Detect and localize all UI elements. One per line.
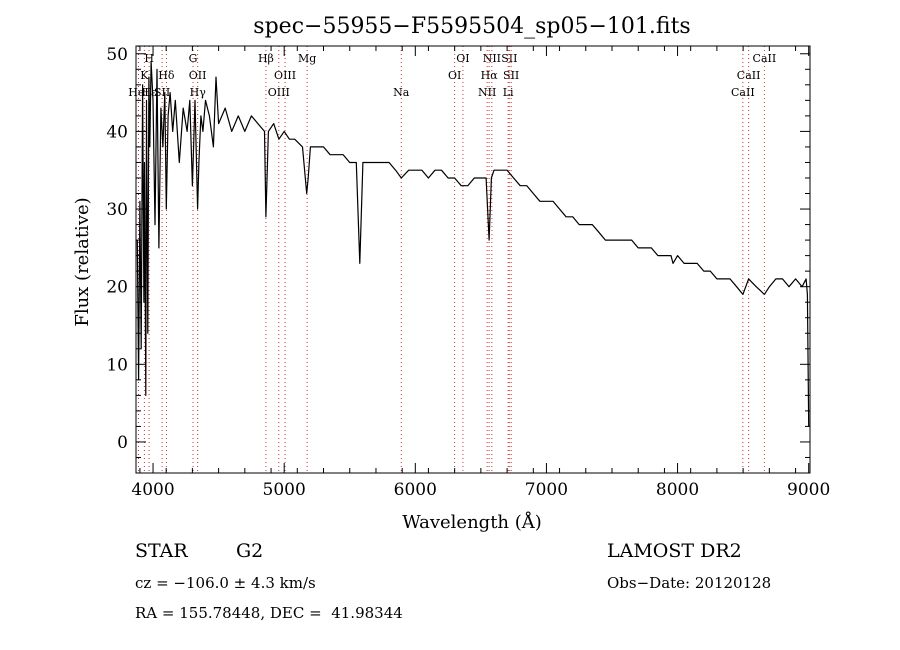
line-marker-label: SII — [154, 86, 170, 99]
radial-velocity: cz = −106.0 ± 4.3 km/s — [135, 574, 316, 592]
line-marker-label: Hα — [481, 69, 499, 82]
x-tick-label: 7000 — [525, 480, 568, 500]
line-marker-label: SII — [503, 69, 519, 82]
y-tick-label: 20 — [106, 278, 128, 298]
axis-ticks: 4000 5000 6000 7000 8000 9000 0 10 20 30 40 50 — [106, 45, 830, 500]
x-tick-label: 9000 — [787, 480, 830, 500]
line-marker-label: Na — [393, 86, 410, 99]
observation-date: Obs−Date: 20120128 — [607, 574, 772, 592]
object-class: STAR — [135, 540, 188, 562]
line-marker-label: CaII — [753, 52, 777, 65]
survey-name: LAMOST DR2 — [607, 540, 742, 562]
line-marker-label: Mg — [298, 52, 316, 65]
spectrum-series-line — [136, 60, 810, 427]
line-marker-label: K — [140, 69, 149, 82]
y-tick-label: 10 — [106, 355, 128, 375]
x-tick-label: 6000 — [394, 480, 437, 500]
line-marker-label: OIII — [274, 69, 296, 82]
line-marker-label: NII — [478, 86, 496, 99]
line-marker-label: HeI — [128, 86, 148, 99]
x-tick-label: 5000 — [263, 480, 306, 500]
x-axis-label: Wavelength (Å) — [402, 511, 542, 533]
line-marker-label: SII — [501, 52, 517, 65]
line-marker-label: NII — [483, 52, 501, 65]
line-marker-label: CaII — [731, 86, 755, 99]
sky-coordinates: RA = 155.78448, DEC = 41.98344 — [135, 604, 403, 622]
line-marker-label: OII — [189, 69, 207, 82]
line-marker-label: Hγ — [190, 86, 207, 99]
chart-title: spec−55955−F5595504_sp05−101.fits — [253, 14, 690, 39]
line-marker-label: OIII — [268, 86, 290, 99]
line-marker-label: CaII — [737, 69, 761, 82]
y-tick-label: 0 — [117, 433, 128, 453]
plot-frame — [135, 45, 811, 474]
line-marker-label: Li — [503, 86, 514, 99]
x-tick-label: 4000 — [131, 480, 174, 500]
line-marker-label: G — [189, 52, 198, 65]
y-tick-label: 30 — [106, 200, 128, 220]
x-tick-label: 8000 — [656, 480, 699, 500]
spectral-subclass: G2 — [236, 540, 264, 562]
line-marker-label: Hβ — [258, 52, 274, 65]
y-axis-label: Flux (relative) — [72, 197, 93, 326]
line-marker-label: OI — [456, 52, 469, 65]
y-tick-label: 50 — [106, 45, 128, 65]
y-tick-label: 40 — [106, 122, 128, 142]
line-marker-label: H — [144, 52, 154, 65]
line-marker-label: OI — [448, 69, 461, 82]
line-marker-label: Hδ — [158, 69, 175, 82]
